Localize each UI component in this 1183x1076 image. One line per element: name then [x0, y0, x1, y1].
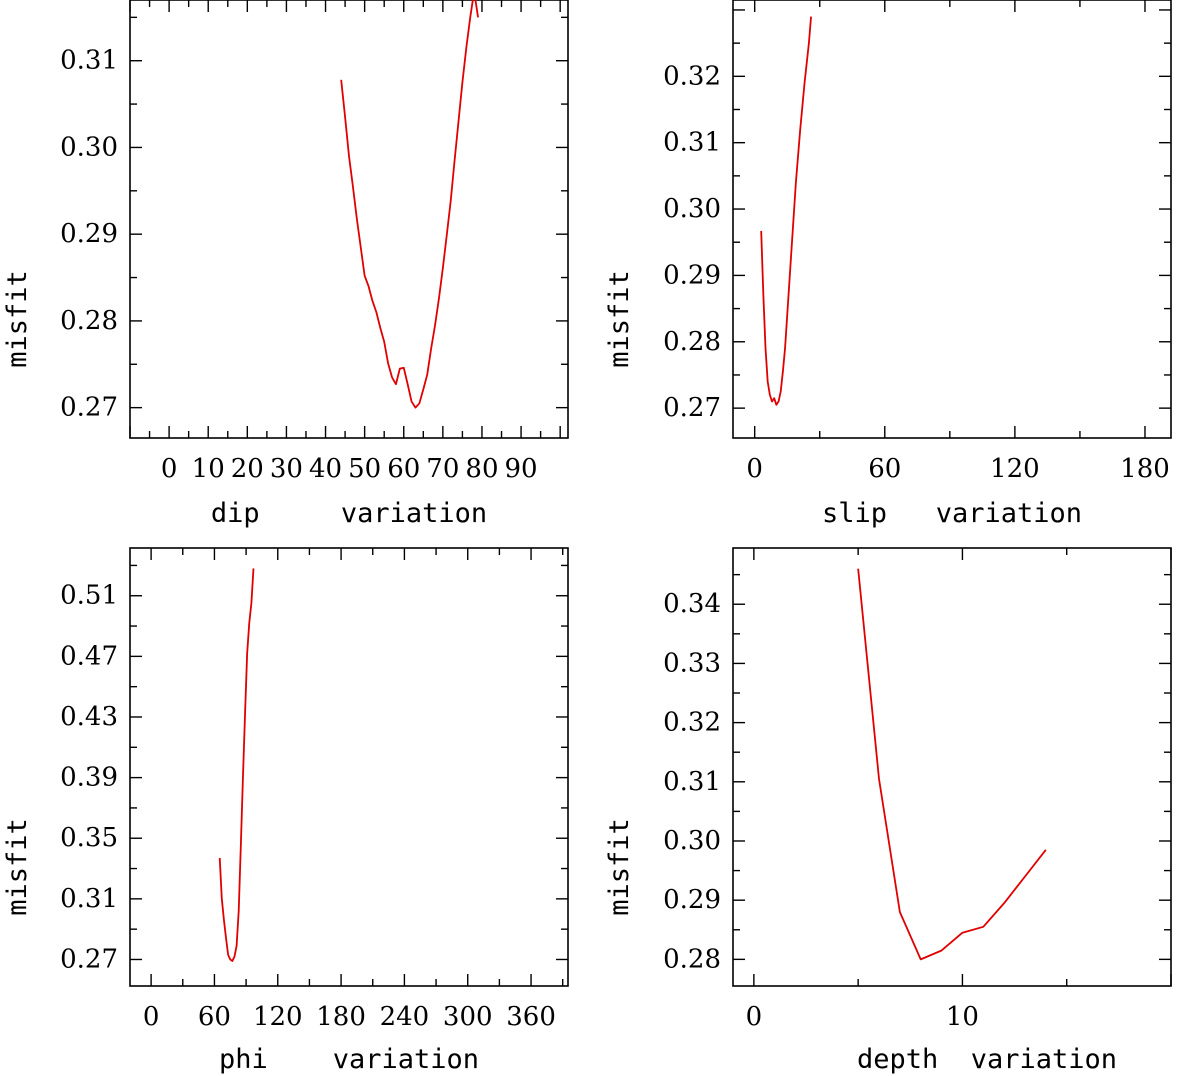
x-tick-label: 90: [505, 454, 538, 484]
y-tick-label: 0.27: [663, 393, 721, 423]
x-tick-label: 60: [198, 1002, 231, 1032]
y-tick-label: 0.29: [663, 260, 721, 290]
series-line-misfit: [760, 16, 812, 406]
x-tick-label: 360: [506, 1002, 556, 1032]
x-tick-label: 20: [231, 454, 264, 484]
y-tick-label: 0.28: [663, 944, 721, 974]
plot-frame: [129, 547, 569, 987]
y-tick-label: 0.31: [60, 46, 118, 76]
y-tick-label: 0.30: [663, 826, 721, 856]
y-tick-label: 0.31: [60, 884, 118, 914]
x-tick-label: 120: [253, 1002, 303, 1032]
x-tick-label: 10: [192, 454, 225, 484]
x-axis-label: phi variation: [219, 1044, 479, 1075]
y-axis-label: misfit: [2, 818, 33, 916]
x-tick-label: 60: [868, 454, 901, 484]
y-tick-label: 0.34: [663, 589, 721, 619]
x-tick-label: 30: [270, 454, 303, 484]
chart-panel-4: 0 10 0.28 0.29 0.30 0.31 0.32 0.33 0.34 depth var…: [604, 547, 1172, 1075]
chart-panel-3: 0 60 120 180 240 300 360 0.27 0.31 0.35 0.39 0.43 0.…: [2, 547, 569, 1075]
y-tick-label: 0.51: [60, 581, 118, 611]
plot-frame: [732, 0, 1172, 439]
x-tick-label: 0: [746, 1002, 763, 1032]
y-tick-label: 0.39: [60, 763, 118, 793]
plot-frame: [732, 547, 1172, 987]
y-tick-label: 0.30: [663, 194, 721, 224]
y-tick-label: 0.30: [60, 132, 118, 162]
x-tick-label: 80: [465, 454, 498, 484]
x-axis-label: slip variation: [822, 498, 1082, 529]
y-tick-label: 0.29: [60, 219, 118, 249]
y-tick-label: 0.32: [663, 61, 721, 91]
chart-panel-1: 0 10 20 30 40 50 60 70 80 90 0.27 0.28 0.29 0.30 0.31 d…: [2, 0, 569, 529]
y-tick-label: 0.47: [60, 641, 118, 671]
chart-panel-2: 0 60 120 180 0.27 0.28 0.29 0.30 0.31 0.32 slip va…: [604, 0, 1172, 529]
y-tick-label: 0.35: [60, 823, 118, 853]
x-tick-label: 180: [316, 1002, 366, 1032]
y-tick-label: 0.43: [60, 702, 118, 732]
x-tick-label: 0: [143, 1002, 160, 1032]
y-tick-label: 0.32: [663, 708, 721, 738]
x-tick-label: 180: [1120, 454, 1170, 484]
x-tick-label: 240: [380, 1002, 430, 1032]
series-line-misfit: [340, 0, 479, 409]
x-tick-label: 0: [746, 454, 763, 484]
y-axis-label: misfit: [604, 818, 635, 916]
y-tick-label: 0.28: [60, 306, 118, 336]
x-tick-label: 70: [426, 454, 459, 484]
x-tick-label: 0: [161, 454, 178, 484]
x-axis-label: dip variation: [211, 498, 487, 529]
series-line-misfit: [218, 568, 255, 962]
x-tick-label: 10: [946, 1002, 979, 1032]
plot-frame: [129, 0, 569, 439]
y-tick-label: 0.33: [663, 648, 721, 678]
series-line-misfit: [857, 568, 1047, 961]
y-tick-label: 0.31: [663, 767, 721, 797]
y-tick-label: 0.31: [663, 128, 721, 158]
x-tick-label: 120: [990, 454, 1040, 484]
x-tick-label: 60: [387, 454, 420, 484]
y-tick-label: 0.28: [663, 327, 721, 357]
x-tick-label: 50: [348, 454, 381, 484]
x-axis-label: depth variation: [857, 1044, 1117, 1075]
y-tick-label: 0.29: [663, 885, 721, 915]
y-tick-label: 0.27: [60, 944, 118, 974]
x-tick-label: 40: [309, 454, 342, 484]
y-axis-label: misfit: [2, 270, 33, 368]
x-tick-label: 300: [443, 1002, 493, 1032]
y-tick-label: 0.27: [60, 393, 118, 423]
y-axis-label: misfit: [604, 270, 635, 368]
